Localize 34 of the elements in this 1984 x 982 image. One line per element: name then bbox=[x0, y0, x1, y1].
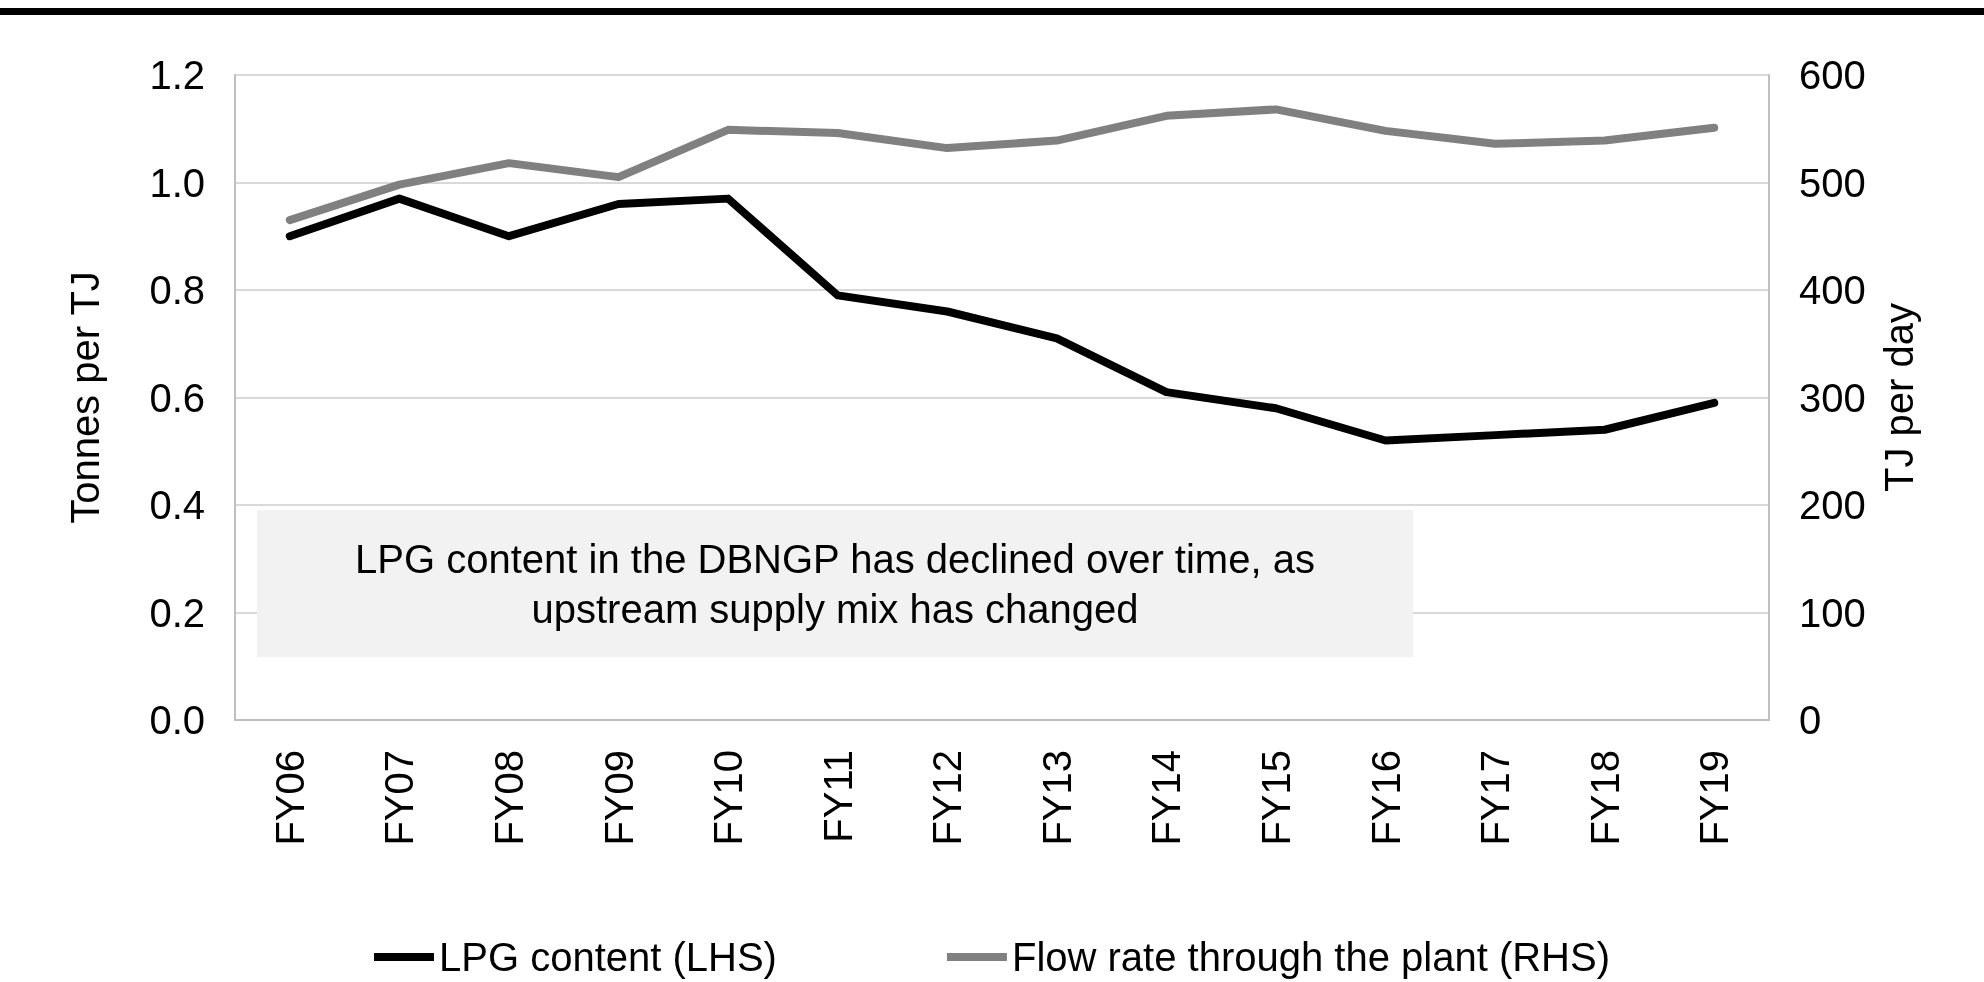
legend-label: LPG content (LHS) bbox=[439, 935, 777, 979]
y-tick-label: 0.2 bbox=[149, 590, 205, 635]
annotation: LPG content in the DBNGP has declined over time, as upstream supply mix has changed bbox=[354, 535, 1316, 633]
y-tick-label: 0.0 bbox=[149, 698, 205, 742]
y-axis-title: Tonnes per TJ bbox=[63, 271, 107, 524]
y-tick-label: 0.8 bbox=[149, 268, 205, 312]
y2-tick-label: 500 bbox=[1799, 160, 1866, 205]
x-tick-label: FY14 bbox=[1144, 750, 1189, 846]
y-tick-label: 0.6 bbox=[149, 375, 205, 420]
x-tick-label: FY15 bbox=[1253, 750, 1298, 846]
x-tick-label: FY11 bbox=[815, 750, 860, 843]
y2-tick-label: 400 bbox=[1799, 268, 1866, 312]
x-tick-label: FY07 bbox=[377, 750, 422, 846]
x-tick-label: FY16 bbox=[1363, 750, 1408, 846]
x-tick-label: FY17 bbox=[1473, 750, 1518, 846]
y-tick-label: 0.4 bbox=[149, 483, 205, 527]
x-tick-label: FY10 bbox=[706, 750, 751, 846]
y2-tick-label: 600 bbox=[1799, 53, 1866, 97]
y2-axis-title: TJ per day bbox=[1877, 303, 1921, 492]
x-tick-label: FY08 bbox=[486, 750, 531, 846]
y2-tick-label: 0 bbox=[1799, 698, 1822, 742]
y2-tick-label: 100 bbox=[1799, 590, 1866, 635]
y2-tick-label: 200 bbox=[1799, 483, 1866, 527]
text-box: LPG content in the DBNGP has declined over time, as upstream supply mix has changed bbox=[257, 510, 1413, 657]
x-tick-label: FY19 bbox=[1692, 750, 1737, 846]
y-tick-label: 1.0 bbox=[149, 160, 205, 205]
y-tick-label: 1.2 bbox=[149, 53, 205, 97]
legend-label: Flow rate through the plant (RHS) bbox=[1011, 935, 1610, 979]
x-tick-label: FY12 bbox=[925, 750, 970, 846]
x-tick-label: FY13 bbox=[1034, 750, 1079, 846]
x-tick-label: FY06 bbox=[267, 750, 312, 846]
x-tick-label: FY09 bbox=[596, 750, 641, 846]
y2-tick-label: 300 bbox=[1799, 375, 1866, 420]
x-tick-label: FY18 bbox=[1582, 750, 1627, 846]
